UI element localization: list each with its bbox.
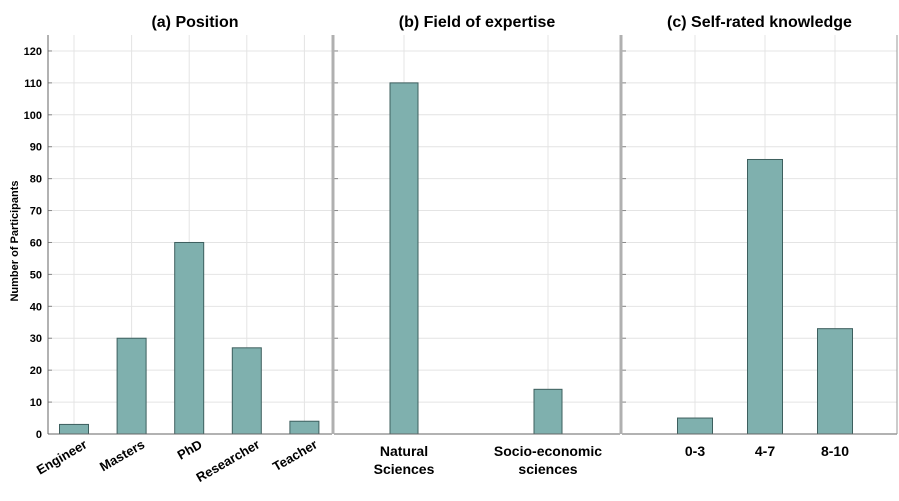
panel-title: (a) Position <box>151 14 238 31</box>
y-tick-label: 30 <box>30 333 42 345</box>
x-tick-label: Masters <box>97 437 147 475</box>
bar-masters <box>116 337 147 435</box>
y-tick-label: 60 <box>30 237 42 249</box>
y-tick-label: 10 <box>30 397 42 409</box>
panel-title: (b) Field of expertise <box>399 14 556 31</box>
x-tick-label: Engineer <box>34 437 90 478</box>
x-tick-label: Socio-economic sciences <box>494 443 602 477</box>
y-tick-label: 40 <box>30 301 42 313</box>
x-tick-label: Natural Sciences <box>374 443 435 477</box>
bar-researcher <box>231 347 262 435</box>
bar-socio-economic-sciences <box>533 388 563 435</box>
y-tick-label: 90 <box>30 142 42 154</box>
x-tick-label: PhD <box>175 437 205 463</box>
bar-0-3 <box>677 417 713 435</box>
y-tick-label: 50 <box>30 269 42 281</box>
y-tick-label: 120 <box>24 46 42 58</box>
panel-title: (c) Self-rated knowledge <box>667 14 852 31</box>
bar-engineer <box>59 423 89 435</box>
y-tick-label: 70 <box>30 206 42 218</box>
y-tick-label: 20 <box>30 365 42 377</box>
y-tick-label: 80 <box>30 174 42 186</box>
x-tick-label: 4-7 <box>755 443 775 459</box>
x-tick-label: Researcher <box>193 437 262 485</box>
bar-8-10 <box>817 328 853 435</box>
y-tick-label: 110 <box>24 78 42 90</box>
bar-natural-sciences <box>389 82 419 435</box>
y-tick-label: 0 <box>36 429 42 441</box>
y-tick-label: 100 <box>24 110 42 122</box>
bar-phd <box>174 241 205 435</box>
bar-4-7 <box>747 158 783 435</box>
x-tick-label: 8-10 <box>821 443 849 459</box>
bar-teacher <box>289 420 320 435</box>
x-tick-label: Teacher <box>270 437 320 474</box>
x-tick-label: 0-3 <box>685 443 705 459</box>
y-axis-label: Number of Participants <box>9 180 21 301</box>
